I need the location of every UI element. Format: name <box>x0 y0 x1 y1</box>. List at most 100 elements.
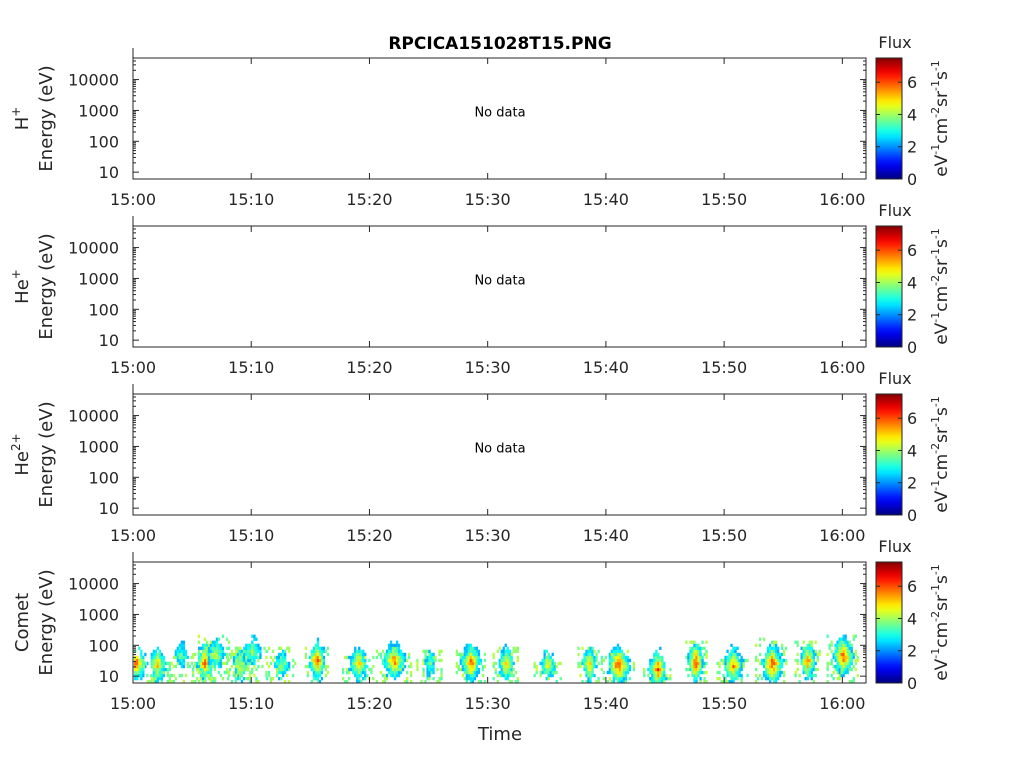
spectrogram-cell <box>842 658 845 663</box>
spectrogram-cell <box>773 658 776 663</box>
spectrogram-cell <box>154 658 157 663</box>
spectrogram-cell <box>551 664 554 669</box>
spectrogram-cell <box>243 649 246 653</box>
spectrogram-cell <box>614 670 618 675</box>
spectrogram-cell <box>744 658 747 663</box>
y-tick-label: 1000 <box>78 437 119 456</box>
spectrogram-cell <box>140 664 143 669</box>
spectrogram-cell <box>730 643 733 647</box>
spectrogram-cell <box>242 670 246 675</box>
spectrogram-cell <box>498 670 501 675</box>
spectrogram-cell <box>391 649 395 653</box>
spectrogram-cell <box>804 652 807 657</box>
spectrogram-cell <box>802 661 805 666</box>
spectrogram-cell <box>199 658 202 663</box>
spectrogram-cell <box>465 677 468 681</box>
panel-4: 15:00 15:10 15:20 15:30 15:40 15:50 16:0010100… <box>12 537 952 713</box>
spectrogram-cell <box>758 661 762 666</box>
spectrogram-cell <box>693 658 696 663</box>
spectrogram-cell <box>245 667 248 672</box>
spectrogram-cell <box>318 667 322 672</box>
spectrogram-cell <box>280 646 283 650</box>
spectrogram-cell <box>467 664 470 669</box>
spectrogram-cell <box>162 658 165 663</box>
spectrogram-cell <box>232 670 236 675</box>
spectrogram-cell <box>267 646 271 650</box>
spectrogram-cell <box>766 646 770 650</box>
spectrogram-cell <box>802 646 805 650</box>
spectrogram-cell <box>210 664 213 669</box>
spectrogram-cell <box>701 640 704 644</box>
unit-exponent: -1 <box>929 80 942 91</box>
spectrogram-cell <box>207 677 211 681</box>
spectrogram-cell <box>393 667 397 672</box>
spectrogram-cell <box>469 649 472 653</box>
spectrogram-cell <box>178 649 181 653</box>
y-axis-label: Energy (eV) <box>36 569 57 675</box>
species-label: H+ <box>9 107 33 131</box>
spectrogram-cell <box>626 661 630 666</box>
spectrogram-cell <box>549 658 552 663</box>
spectrogram-cell <box>587 655 590 660</box>
spectrogram-cell <box>471 680 474 684</box>
spectrogram-cell <box>236 658 240 663</box>
spectrogram-cell <box>657 655 660 660</box>
spectrogram-cell <box>547 667 550 672</box>
spectrogram-cell <box>364 673 367 678</box>
spectrogram-cell <box>217 649 221 653</box>
spectrogram-cell <box>555 680 558 684</box>
spectrogram-cell <box>830 658 833 663</box>
spectrogram-cell <box>184 673 188 678</box>
spectrogram-cell <box>508 670 511 675</box>
spectrogram-cell <box>728 673 731 678</box>
spectrogram-cell <box>651 661 654 666</box>
spectrogram-cell <box>422 658 425 663</box>
spectrogram-cell <box>730 677 733 681</box>
spectrogram-cell <box>718 661 721 666</box>
spectrogram-cell <box>812 673 815 678</box>
spectrogram-cell <box>773 673 776 678</box>
spectrogram-cell <box>732 677 735 681</box>
spectrogram-cell <box>506 661 509 666</box>
spectrogram-cell <box>140 661 143 666</box>
spectrogram-cell <box>156 658 159 663</box>
spectrogram-cell <box>461 661 464 666</box>
colorbar-tick-label: 6 <box>907 577 917 596</box>
spectrogram-cell <box>762 661 766 666</box>
spectrogram-cell <box>202 673 205 678</box>
spectrogram-cell <box>754 658 758 663</box>
spectrogram-cell <box>391 655 395 660</box>
spectrogram-cell <box>257 664 260 669</box>
spectrogram-cell <box>628 664 632 669</box>
spectrogram-cell <box>395 658 399 663</box>
spectrogram-cell <box>504 664 507 669</box>
spectrogram-cell <box>430 664 433 669</box>
spectrogram-cell <box>320 658 324 663</box>
spectrogram-cell <box>152 661 155 666</box>
spectrogram-cell <box>771 661 774 666</box>
spectrogram-cell <box>816 658 819 663</box>
spectrogram-cell <box>463 664 466 669</box>
spectrogram-cell <box>510 670 513 675</box>
spectrogram-cell <box>773 649 776 653</box>
spectrogram-cell <box>312 646 316 650</box>
spectrogram-cell <box>506 649 509 653</box>
spectrogram-cell <box>814 640 817 644</box>
unit-exponent: -1 <box>929 584 942 595</box>
spectrogram-cell <box>500 667 503 672</box>
spectrogram-cell <box>469 661 472 666</box>
spectrogram-cell <box>667 677 670 681</box>
spectrogram-cell <box>140 677 143 681</box>
spectrogram-cell <box>387 649 391 653</box>
spectrogram-cell <box>551 652 554 657</box>
spectrogram-cell <box>318 661 322 666</box>
x-tick-label: 15:40 <box>583 694 629 713</box>
x-tick-label: 15:20 <box>346 526 392 545</box>
spectrogram-cell <box>236 649 240 653</box>
spectrogram-cell <box>771 652 774 657</box>
spectrogram-cell <box>547 661 550 666</box>
spectrogram-cell <box>455 670 458 675</box>
spectrogram-cell <box>473 652 476 657</box>
spectrogram-cell <box>732 646 735 650</box>
spectrogram-cell <box>438 652 441 657</box>
